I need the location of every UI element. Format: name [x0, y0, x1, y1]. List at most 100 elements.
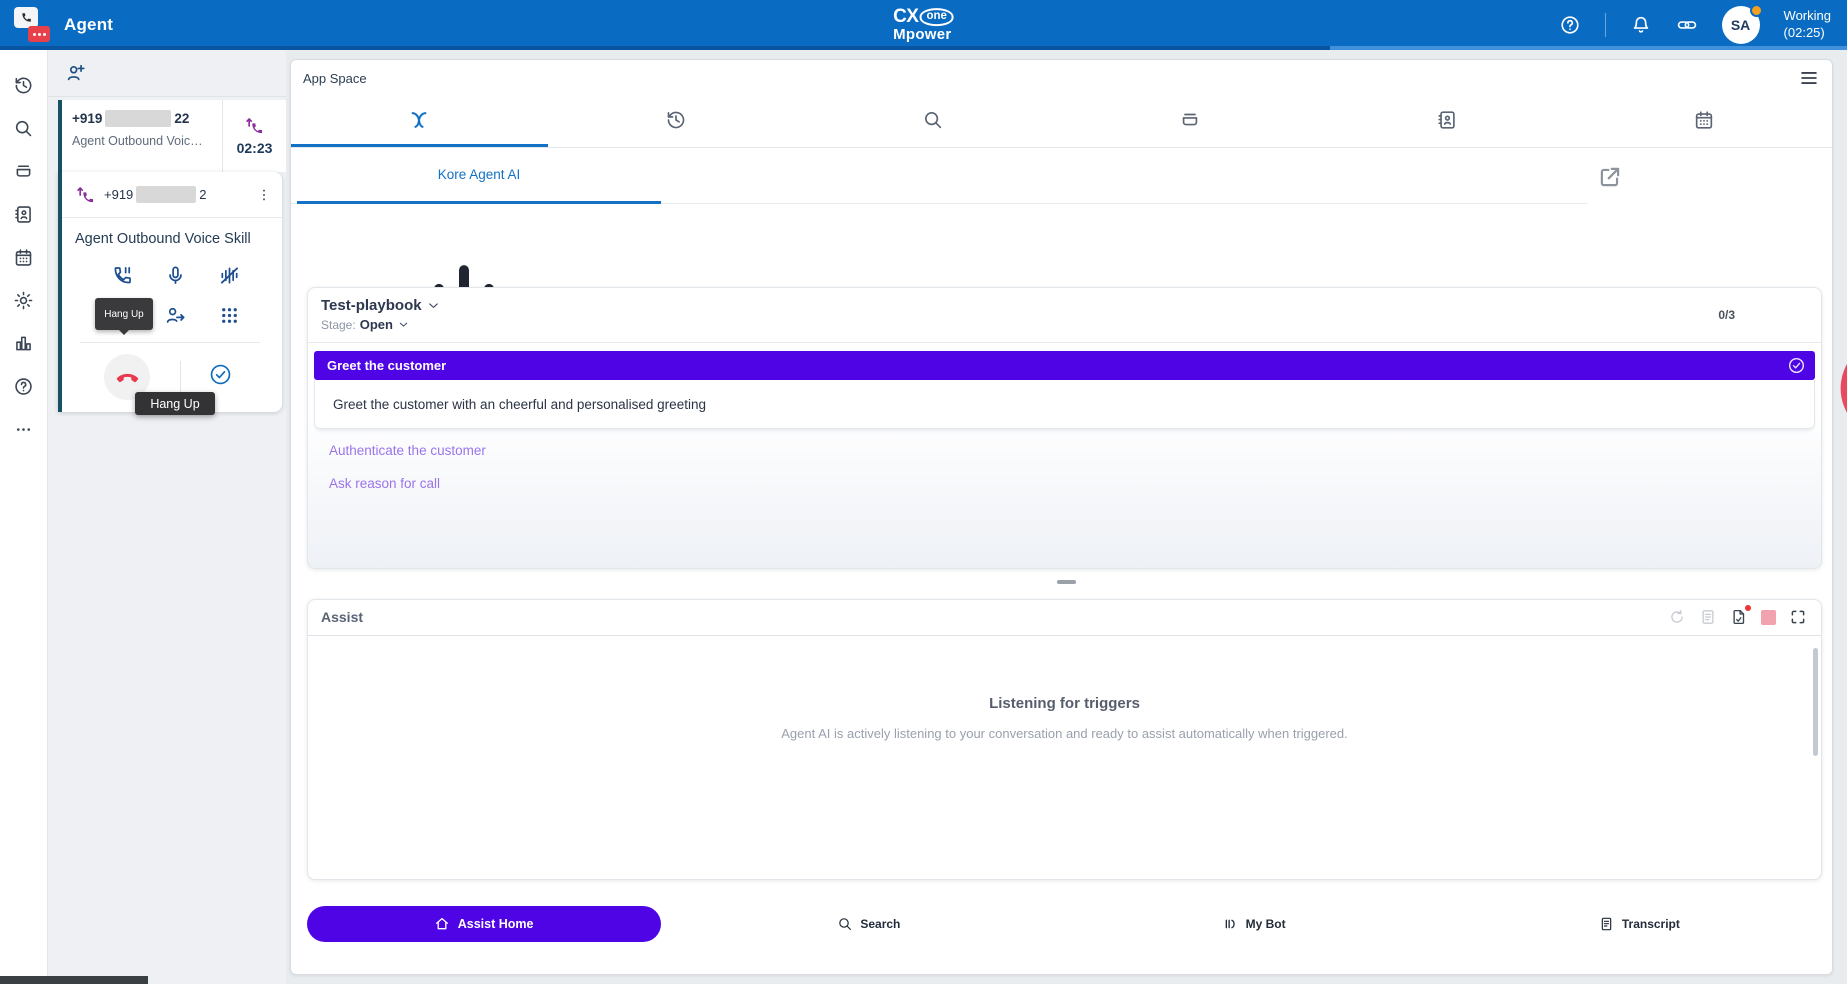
history-icon — [665, 109, 687, 131]
step-check-icon[interactable] — [1787, 356, 1806, 375]
kebab-icon — [256, 187, 272, 203]
rail-more-button[interactable] — [0, 408, 48, 451]
mask-audio-button[interactable] — [214, 262, 244, 288]
transfer-call-button[interactable] — [161, 302, 191, 328]
goal-tracker-button[interactable] — [1750, 304, 1771, 325]
assist-fullscreen-icon[interactable] — [1789, 608, 1807, 626]
outbound-call-icon — [245, 116, 265, 136]
agent-ai-toolbar — [291, 206, 1832, 287]
tab-schedule[interactable] — [1575, 96, 1832, 147]
topbar-divider — [1604, 13, 1606, 37]
phone-redaction — [105, 110, 172, 127]
rail-metrics-button[interactable] — [0, 322, 48, 365]
call-card-divider — [80, 342, 260, 343]
rail-search-button[interactable] — [0, 107, 48, 150]
search-icon — [13, 118, 34, 139]
rail-history-button[interactable] — [0, 64, 48, 107]
call-card-header: +919 2 — [62, 172, 282, 218]
left-icon-rail — [0, 50, 48, 984]
playbook-divider — [308, 342, 1821, 343]
tab-directory[interactable] — [1318, 96, 1575, 147]
tab-history[interactable] — [548, 96, 805, 147]
assist-divider — [308, 635, 1821, 636]
stage-label: Stage: — [321, 317, 356, 332]
active-step-description: Greet the customer with an cheerful and … — [314, 380, 1815, 429]
rail-queue-button[interactable] — [0, 150, 48, 193]
rail-help-button[interactable] — [0, 365, 48, 408]
document-pen-icon — [1730, 608, 1748, 626]
app-logo-icon — [14, 7, 50, 43]
address-book-icon — [13, 204, 34, 225]
agent-status[interactable]: Working (02:25) — [1783, 8, 1831, 40]
recording-stop-button[interactable] — [1761, 609, 1776, 625]
tab-queue[interactable] — [1061, 96, 1318, 147]
ellipsis-icon — [13, 419, 34, 440]
contact-phone-number: +919 22 — [72, 110, 190, 127]
assist-scrollbar[interactable] — [1813, 648, 1818, 756]
rail-settings-button[interactable] — [0, 279, 48, 322]
notifications-bell-icon[interactable] — [1630, 14, 1652, 36]
user-avatar[interactable]: SA — [1721, 4, 1763, 44]
calendar-icon — [13, 247, 34, 268]
window-edge-fragment — [0, 976, 148, 984]
notes-icon[interactable] — [1699, 608, 1717, 626]
help-icon[interactable] — [1559, 14, 1581, 36]
open-external-button[interactable] — [1597, 164, 1625, 192]
tab-app-space[interactable] — [291, 96, 548, 147]
tab-kore-agent-ai[interactable]: Kore Agent AI — [297, 148, 661, 204]
complete-contact-button[interactable] — [208, 362, 238, 392]
call-options-menu-button[interactable] — [252, 181, 276, 209]
assist-empty-description: Agent AI is actively listening to your c… — [781, 726, 1348, 741]
panel-resize-handle[interactable] — [1057, 580, 1076, 584]
dialpad-button[interactable] — [214, 302, 244, 328]
chevron-down-icon — [426, 298, 441, 313]
summary-doc-button[interactable] — [1730, 605, 1751, 626]
playbook-step-authenticate[interactable]: Authenticate the customer — [329, 443, 486, 458]
playbook-fullscreen-button[interactable] — [1786, 305, 1805, 324]
audio-waveform-button[interactable] — [314, 242, 334, 262]
ai-settings-button[interactable] — [1802, 242, 1822, 262]
playbook-progress: 0/3 — [1718, 307, 1735, 322]
call-phone-number: +919 2 — [104, 186, 207, 203]
workspace-menu-icon[interactable] — [1798, 67, 1820, 89]
playbook-step-ask-reason[interactable]: Ask reason for call — [329, 476, 441, 491]
nav-my-bot-button[interactable]: My Bot — [1223, 916, 1286, 932]
end-row-divider — [180, 361, 181, 393]
stage-selector[interactable]: Stage: Open — [321, 317, 441, 332]
add-contact-icon[interactable] — [65, 62, 87, 84]
transfer-person-icon — [164, 304, 187, 327]
hang-up-tooltip: Hang Up — [95, 298, 153, 330]
top-bar: Agent CX one Mpower SA Working (02:25) — [0, 0, 1847, 50]
integrations-link-icon[interactable] — [1676, 14, 1698, 36]
hold-call-button[interactable] — [108, 262, 138, 288]
search-icon — [922, 109, 944, 131]
transcript-icon — [1599, 916, 1615, 932]
playbook-selector[interactable]: Test-playbook — [321, 297, 441, 314]
notification-dot — [1745, 605, 1751, 611]
assist-home-button[interactable]: Assist Home — [306, 906, 661, 942]
workspace-tabstrip — [291, 96, 1832, 148]
app-space-workspace: App Space Kore Agent AI Test-playbook St… — [290, 59, 1833, 975]
stage-value: Open — [359, 317, 393, 332]
mute-button[interactable] — [161, 262, 191, 288]
rail-schedule-button[interactable] — [0, 236, 48, 279]
nav-search-button[interactable]: Search — [837, 916, 900, 932]
outbound-call-icon — [76, 185, 96, 205]
hangup-phone-icon — [114, 364, 141, 391]
voice-off-icon — [218, 264, 241, 287]
refresh-icon[interactable] — [1668, 608, 1686, 626]
calendar-icon — [1693, 109, 1715, 131]
active-contact-list-item[interactable]: +919 22 Agent Outbound Voic… 02:23 — [58, 100, 286, 172]
nav-transcript-button[interactable]: Transcript — [1599, 916, 1680, 932]
dark-mode-toggle[interactable] — [1766, 242, 1786, 262]
active-playbook-step[interactable]: Greet the customer — [314, 351, 1815, 380]
cxone-mpower-logo: CX one Mpower — [893, 7, 954, 43]
call-control-card: +919 2 Agent Outbound Voice Skill — [58, 172, 282, 412]
contacts-panel-header — [48, 50, 286, 97]
my-bot-icon — [1223, 916, 1239, 932]
dialpad-icon — [218, 304, 241, 327]
tab-baseline — [291, 203, 1588, 204]
assist-empty-title: Listening for triggers — [989, 695, 1140, 712]
tab-search[interactable] — [805, 96, 1062, 147]
rail-directory-button[interactable] — [0, 193, 48, 236]
